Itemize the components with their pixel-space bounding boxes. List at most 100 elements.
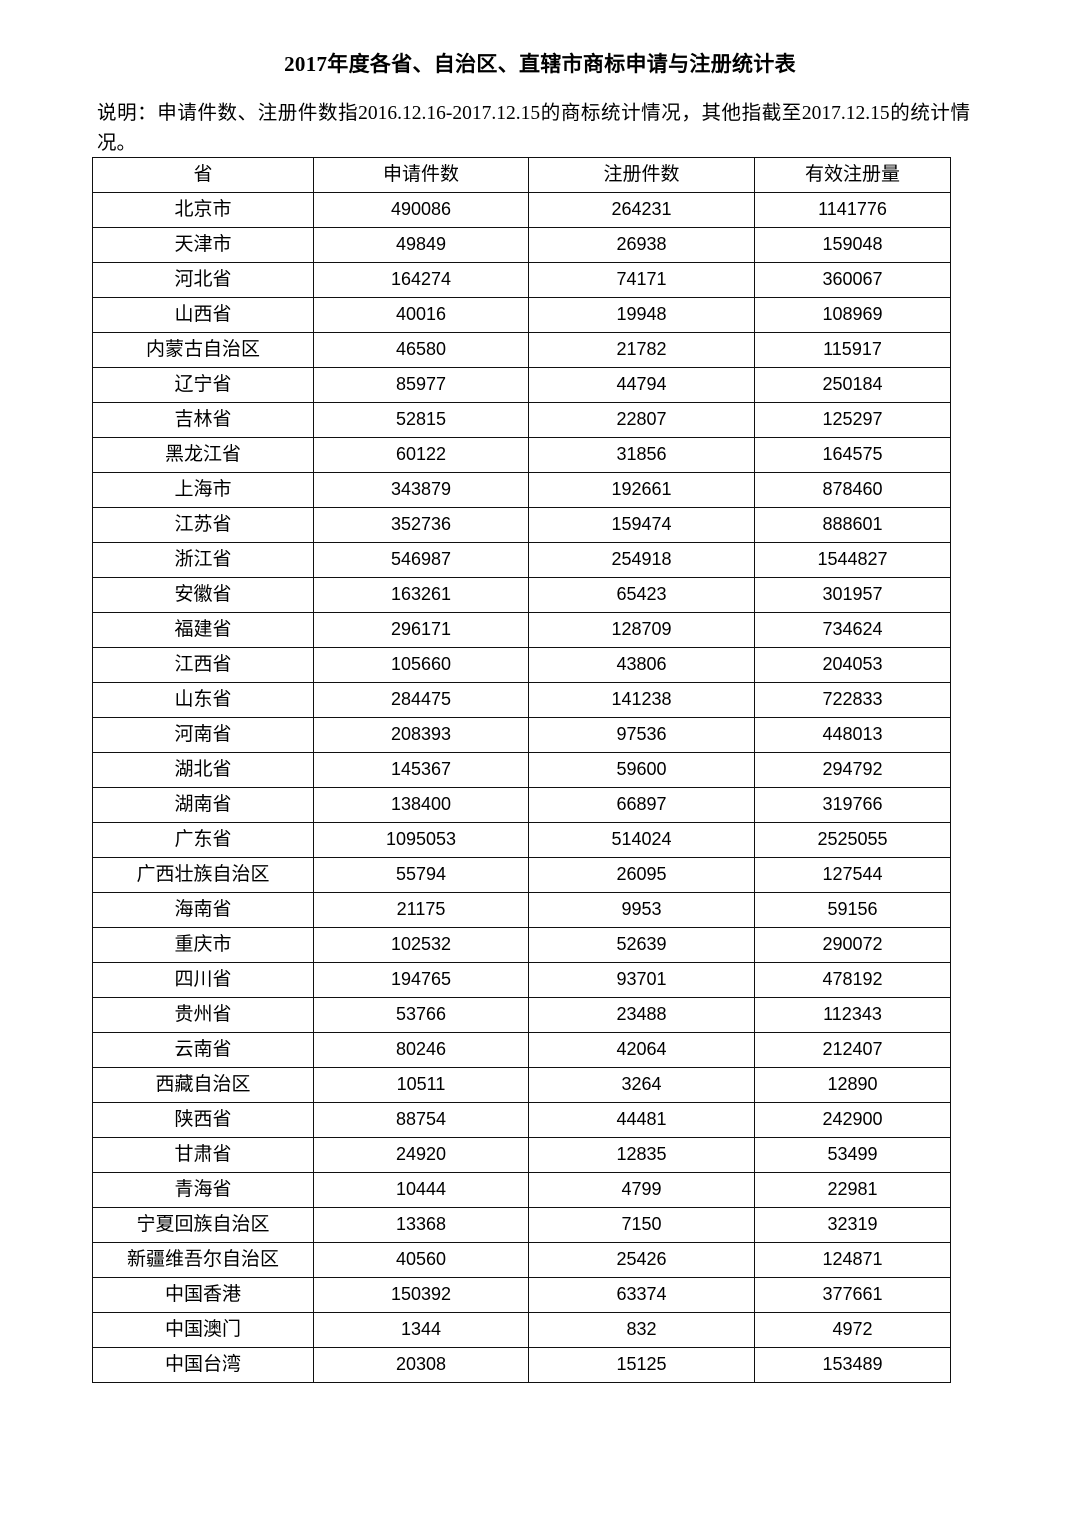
cell-valid-registrations: 159048 (754, 227, 951, 263)
cell-applications: 10511 (313, 1067, 529, 1103)
cell-province: 中国香港 (92, 1277, 314, 1313)
cell-registrations: 141238 (528, 682, 755, 718)
cell-valid-registrations: 301957 (754, 577, 951, 613)
cell-province: 重庆市 (92, 927, 314, 963)
table-row: 陕西省 88754 44481 242900 (92, 1102, 951, 1138)
table-header: 省 申请件数 注册件数 有效注册量 (92, 157, 951, 193)
cell-registrations: 159474 (528, 507, 755, 543)
cell-registrations: 22807 (528, 402, 755, 438)
table-row: 云南省 80246 42064 212407 (92, 1032, 951, 1068)
table-row: 北京市 490086 264231 1141776 (92, 192, 951, 228)
cell-registrations: 832 (528, 1312, 755, 1348)
cell-valid-registrations: 2525055 (754, 822, 951, 858)
cell-valid-registrations: 59156 (754, 892, 951, 928)
cell-province: 广西壮族自治区 (92, 857, 314, 893)
cell-province: 湖南省 (92, 787, 314, 823)
cell-applications: 1344 (313, 1312, 529, 1348)
cell-applications: 52815 (313, 402, 529, 438)
cell-registrations: 12835 (528, 1137, 755, 1173)
cell-province: 中国台湾 (92, 1347, 314, 1383)
cell-registrations: 59600 (528, 752, 755, 788)
cell-applications: 55794 (313, 857, 529, 893)
column-header-registrations: 注册件数 (528, 157, 755, 193)
table-row: 广东省 1095053 514024 2525055 (92, 822, 951, 858)
cell-registrations: 26938 (528, 227, 755, 263)
page-title: 2017年度各省、自治区、直辖市商标申请与注册统计表 (284, 52, 796, 76)
cell-province: 云南省 (92, 1032, 314, 1068)
cell-applications: 53766 (313, 997, 529, 1033)
cell-registrations: 31856 (528, 437, 755, 473)
cell-valid-registrations: 722833 (754, 682, 951, 718)
cell-province: 中国澳门 (92, 1312, 314, 1348)
cell-province: 上海市 (92, 472, 314, 508)
cell-province: 江西省 (92, 647, 314, 683)
table-row: 福建省 296171 128709 734624 (92, 612, 951, 648)
cell-valid-registrations: 12890 (754, 1067, 951, 1103)
table-row: 海南省 21175 9953 59156 (92, 892, 951, 928)
cell-province: 青海省 (92, 1172, 314, 1208)
cell-valid-registrations: 108969 (754, 297, 951, 333)
cell-province: 吉林省 (92, 402, 314, 438)
cell-registrations: 66897 (528, 787, 755, 823)
cell-applications: 88754 (313, 1102, 529, 1138)
cell-valid-registrations: 1544827 (754, 542, 951, 578)
cell-province: 四川省 (92, 962, 314, 998)
cell-province: 陕西省 (92, 1102, 314, 1138)
cell-province: 广东省 (92, 822, 314, 858)
cell-applications: 10444 (313, 1172, 529, 1208)
table-row: 天津市 49849 26938 159048 (92, 227, 951, 263)
cell-valid-registrations: 125297 (754, 402, 951, 438)
cell-applications: 150392 (313, 1277, 529, 1313)
column-header-applications: 申请件数 (313, 157, 529, 193)
cell-applications: 208393 (313, 717, 529, 753)
cell-registrations: 514024 (528, 822, 755, 858)
cell-valid-registrations: 22981 (754, 1172, 951, 1208)
cell-applications: 343879 (313, 472, 529, 508)
table-row: 黑龙江省 60122 31856 164575 (92, 437, 951, 473)
table-row: 贵州省 53766 23488 112343 (92, 997, 951, 1033)
cell-applications: 49849 (313, 227, 529, 263)
table-row: 浙江省 546987 254918 1544827 (92, 542, 951, 578)
cell-province: 山东省 (92, 682, 314, 718)
table-row: 辽宁省 85977 44794 250184 (92, 367, 951, 403)
cell-applications: 164274 (313, 262, 529, 298)
cell-registrations: 52639 (528, 927, 755, 963)
cell-province: 甘肃省 (92, 1137, 314, 1173)
column-header-valid: 有效注册量 (754, 157, 951, 193)
cell-registrations: 15125 (528, 1347, 755, 1383)
cell-valid-registrations: 204053 (754, 647, 951, 683)
cell-province: 内蒙古自治区 (92, 332, 314, 368)
table-row: 山东省 284475 141238 722833 (92, 682, 951, 718)
cell-applications: 138400 (313, 787, 529, 823)
cell-province: 山西省 (92, 297, 314, 333)
cell-registrations: 44794 (528, 367, 755, 403)
cell-valid-registrations: 478192 (754, 962, 951, 998)
cell-registrations: 97536 (528, 717, 755, 753)
cell-applications: 60122 (313, 437, 529, 473)
cell-valid-registrations: 127544 (754, 857, 951, 893)
cell-applications: 13368 (313, 1207, 529, 1243)
cell-applications: 284475 (313, 682, 529, 718)
table-row: 甘肃省 24920 12835 53499 (92, 1137, 951, 1173)
table-row: 山西省 40016 19948 108969 (92, 297, 951, 333)
cell-applications: 105660 (313, 647, 529, 683)
cell-registrations: 43806 (528, 647, 755, 683)
cell-valid-registrations: 115917 (754, 332, 951, 368)
cell-valid-registrations: 878460 (754, 472, 951, 508)
table-header-row: 省 申请件数 注册件数 有效注册量 (92, 157, 951, 193)
cell-valid-registrations: 250184 (754, 367, 951, 403)
cell-valid-registrations: 112343 (754, 997, 951, 1033)
table-row: 河北省 164274 74171 360067 (92, 262, 951, 298)
table-row: 江西省 105660 43806 204053 (92, 647, 951, 683)
table-row: 中国台湾 20308 15125 153489 (92, 1347, 951, 1383)
cell-applications: 194765 (313, 962, 529, 998)
cell-valid-registrations: 212407 (754, 1032, 951, 1068)
table-row: 中国香港 150392 63374 377661 (92, 1277, 951, 1313)
cell-applications: 546987 (313, 542, 529, 578)
cell-province: 安徽省 (92, 577, 314, 613)
table-row: 江苏省 352736 159474 888601 (92, 507, 951, 543)
cell-applications: 102532 (313, 927, 529, 963)
cell-province: 江苏省 (92, 507, 314, 543)
table-row: 新疆维吾尔自治区 40560 25426 124871 (92, 1242, 951, 1278)
cell-valid-registrations: 53499 (754, 1137, 951, 1173)
